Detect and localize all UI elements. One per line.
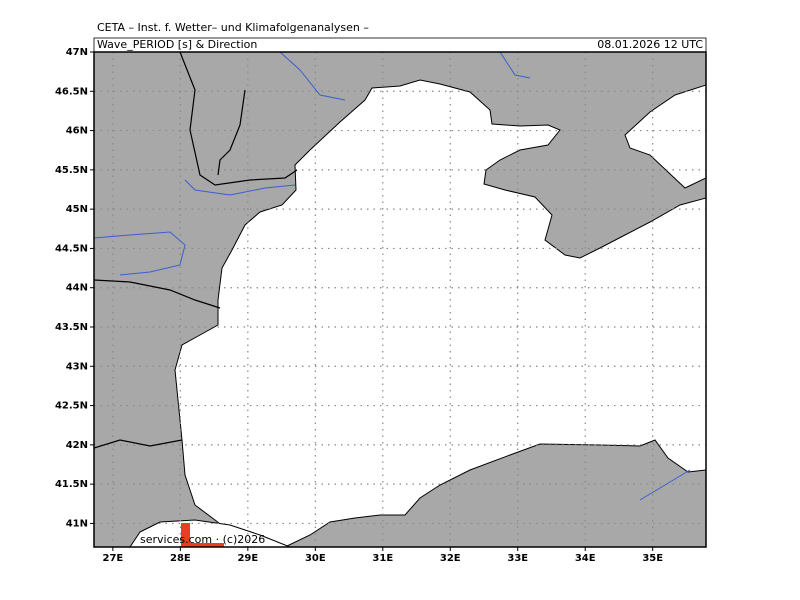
legend-swatch bbox=[181, 523, 190, 547]
x-tick-label: 32E bbox=[440, 553, 461, 564]
y-tick-label: 46.5N bbox=[55, 86, 88, 97]
x-tick-label: 34E bbox=[575, 553, 596, 564]
map-area: services.com · (c)2026 bbox=[94, 52, 706, 547]
x-tick-label: 30E bbox=[305, 553, 326, 564]
sea-of-azov bbox=[624, 84, 706, 189]
river bbox=[639, 469, 691, 501]
river bbox=[94, 231, 186, 276]
grid bbox=[94, 52, 706, 547]
river bbox=[279, 52, 346, 101]
border bbox=[94, 279, 221, 309]
river bbox=[184, 179, 296, 196]
y-tick-label: 44.5N bbox=[55, 243, 88, 254]
y-tick-label: 46N bbox=[66, 126, 88, 137]
y-tick-label: 43.5N bbox=[55, 322, 88, 333]
y-tick-label: 41.5N bbox=[55, 479, 88, 490]
legend-swatch bbox=[190, 543, 224, 547]
x-tick-label: 29E bbox=[237, 553, 258, 564]
map-frame bbox=[93, 51, 707, 548]
y-tick-label: 42N bbox=[66, 440, 88, 451]
y-tick-label: 45N bbox=[66, 204, 88, 215]
x-tick-label: 33E bbox=[507, 553, 528, 564]
x-tick-label: 31E bbox=[372, 553, 393, 564]
institute-title: CETA – Inst. f. Wetter– und Klimafolgena… bbox=[97, 21, 369, 34]
y-tick-label: 42.5N bbox=[55, 401, 88, 412]
sea-of-marmara bbox=[129, 519, 291, 547]
border bbox=[94, 439, 183, 449]
y-tick-label: 47N bbox=[66, 47, 88, 58]
x-tick-label: 27E bbox=[103, 553, 124, 564]
y-tick-label: 43N bbox=[66, 361, 88, 372]
valid-time: 08.01.2026 12 UTC bbox=[597, 38, 703, 51]
border bbox=[217, 89, 246, 176]
y-tick-label: 45.5N bbox=[55, 165, 88, 176]
credit: services.com · (c)2026 bbox=[140, 533, 265, 546]
x-tick-label: 28E bbox=[170, 553, 191, 564]
x-tick-label: 35E bbox=[642, 553, 663, 564]
y-tick-label: 44N bbox=[66, 283, 88, 294]
y-tick-label: 41N bbox=[66, 518, 88, 529]
river bbox=[499, 52, 531, 79]
parameter-title: Wave_PERIOD [s] & Direction bbox=[97, 38, 257, 51]
sea bbox=[174, 79, 706, 547]
border bbox=[179, 52, 298, 186]
